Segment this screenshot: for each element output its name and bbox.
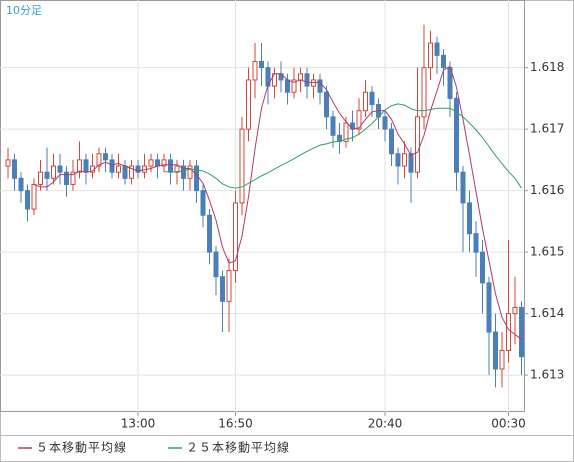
plot-area xyxy=(0,0,525,412)
candle-body xyxy=(233,202,238,272)
y-tick-label: 1.617 xyxy=(530,122,564,136)
candle-body xyxy=(226,270,232,302)
candle-body xyxy=(493,331,498,370)
marks xyxy=(5,24,524,388)
candle-body xyxy=(31,183,37,210)
candle-body xyxy=(324,91,329,118)
candle-body xyxy=(421,67,427,118)
y-tick-label: 1.614 xyxy=(530,306,564,320)
x-tick-label: 20:40 xyxy=(368,417,403,431)
candle-body xyxy=(44,171,50,179)
candle-body xyxy=(434,42,440,56)
candle-body xyxy=(428,42,433,69)
candle-body xyxy=(213,251,219,278)
x-tick-label: 00:30 xyxy=(491,417,526,431)
candle-body xyxy=(96,153,102,167)
candle-body xyxy=(77,159,82,173)
candle-body xyxy=(161,159,167,167)
candle-body xyxy=(83,159,89,173)
y-tick-label: 1.618 xyxy=(530,60,564,74)
y-tick-label: 1.616 xyxy=(530,183,564,197)
candle-body xyxy=(200,190,206,216)
chart-title: 10分足 xyxy=(6,4,42,17)
candle-body xyxy=(402,153,407,167)
candle-body xyxy=(291,79,297,93)
legend-label: ５本移動平均線 xyxy=(36,440,127,455)
candle-body xyxy=(395,153,401,167)
candle-body xyxy=(298,73,303,81)
candle-body xyxy=(129,165,134,179)
candle-body xyxy=(486,282,492,333)
candle-body xyxy=(239,128,245,204)
candle-body xyxy=(116,165,121,173)
candle-body xyxy=(356,110,362,130)
candle-body xyxy=(467,202,472,235)
candle-body xyxy=(317,79,323,93)
candle-body xyxy=(174,165,180,173)
moving-average-line xyxy=(33,65,522,340)
candle-body xyxy=(304,73,310,87)
candle-body xyxy=(181,165,186,179)
candle-body xyxy=(454,97,459,173)
candle-body xyxy=(285,79,290,93)
candle-body xyxy=(38,171,43,185)
candle-body xyxy=(252,60,258,81)
candle-body xyxy=(51,165,56,179)
candle-body xyxy=(155,159,160,167)
candle-body xyxy=(64,171,69,185)
candle-body xyxy=(168,159,173,173)
candle-body xyxy=(194,165,199,192)
candle-body xyxy=(519,306,524,358)
candle-body xyxy=(220,276,225,302)
candle-body xyxy=(18,177,24,192)
candle-body xyxy=(25,190,30,210)
candle-body xyxy=(499,350,505,370)
candle-body xyxy=(57,165,63,173)
x-tick-label: 13:00 xyxy=(121,417,156,431)
candle-body xyxy=(12,159,17,179)
candle-body xyxy=(473,233,479,253)
candle-body xyxy=(5,159,11,167)
candle-body xyxy=(415,116,420,173)
candle-body xyxy=(187,165,193,179)
candle-body xyxy=(70,171,76,185)
candle-body xyxy=(311,79,316,87)
y-tick-label: 1.613 xyxy=(530,368,564,382)
candle-body xyxy=(480,251,485,284)
candle-body xyxy=(369,91,375,106)
candle-body xyxy=(512,306,518,315)
candle-body xyxy=(148,159,154,167)
candle-body xyxy=(246,79,251,130)
candle-body xyxy=(382,116,388,130)
x-tick-label: 16:50 xyxy=(218,417,253,431)
candle-body xyxy=(259,60,264,69)
candle-body xyxy=(343,122,349,142)
candle-body xyxy=(109,159,115,173)
moving-average-line xyxy=(163,103,522,189)
candle-body xyxy=(441,54,446,69)
candle-body xyxy=(389,128,394,155)
candle-body xyxy=(103,153,108,161)
candle-body xyxy=(122,165,128,179)
legend-label: ２５本移動平均線 xyxy=(186,440,290,455)
candle-body xyxy=(363,91,368,112)
y-tick-label: 1.615 xyxy=(530,245,564,259)
candle-body xyxy=(207,214,212,253)
candle-body xyxy=(460,171,466,204)
candle-body xyxy=(506,313,511,352)
candle-body xyxy=(330,116,336,136)
candle-body xyxy=(408,153,414,173)
candle-body xyxy=(135,165,141,173)
